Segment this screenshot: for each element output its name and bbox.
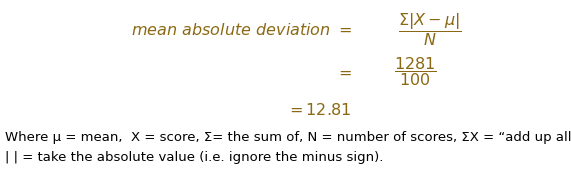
Text: | | = take the absolute value (i.e. ignore the minus sign).: | | = take the absolute value (i.e. igno… bbox=[5, 152, 383, 165]
Text: Where μ = mean,  X = score, Σ= the sum of, N = number of scores, ΣX = “add up al: Where μ = mean, X = score, Σ= the sum of… bbox=[5, 132, 571, 145]
Text: $\dfrac{\Sigma|X - \mu|}{N}$: $\dfrac{\Sigma|X - \mu|}{N}$ bbox=[398, 12, 462, 48]
Text: $= 12.81$: $= 12.81$ bbox=[287, 102, 352, 118]
Text: $=$: $=$ bbox=[335, 64, 352, 79]
Text: $\mathit{mean\ absolute\ deviation}$ $=$: $\mathit{mean\ absolute\ deviation}$ $=$ bbox=[131, 22, 352, 38]
Text: $\dfrac{1281}{100}$: $\dfrac{1281}{100}$ bbox=[393, 55, 436, 89]
